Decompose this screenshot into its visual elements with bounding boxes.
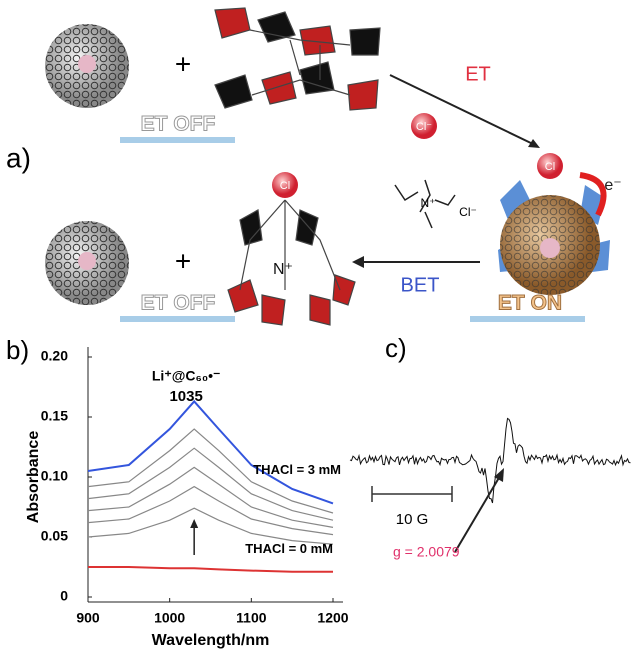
- fullerene: [45, 24, 129, 108]
- arrowhead: [352, 256, 364, 268]
- spectrum-line: [88, 448, 333, 520]
- plus: +: [175, 48, 191, 79]
- et-on-label: ET ON: [498, 292, 562, 315]
- ammonium-cl: Cl⁻: [459, 205, 477, 219]
- spectrum-line: [88, 567, 333, 572]
- chloride-label: Cl⁻: [416, 121, 432, 133]
- arrow: [390, 75, 535, 145]
- underline: [120, 316, 235, 322]
- plus: +: [175, 245, 191, 276]
- et-off-label: ET OFF: [141, 292, 216, 315]
- x-axis-title: Wavelength/nm: [152, 632, 270, 649]
- et-off-label: ET OFF: [141, 113, 216, 136]
- spectrum-line: [88, 508, 333, 544]
- n-plus: N⁺: [273, 261, 293, 278]
- arrowhead: [190, 519, 198, 528]
- host-molecule: [215, 8, 380, 110]
- spectrum-line: [88, 401, 333, 503]
- figure: + ET OFF ET Cl⁻ a) Cl e⁻ ET ON + Cl N⁺ E…: [0, 0, 631, 650]
- bet-label: BET: [401, 274, 440, 296]
- series-label: THACl = 3 mM: [253, 462, 341, 477]
- underline: [120, 137, 235, 143]
- series-label: THACl = 0 mM: [245, 541, 333, 556]
- y-axis-title: Absorbance: [25, 431, 42, 524]
- y-tick-label: 0.10: [41, 468, 68, 484]
- scale-label: 10 G: [396, 511, 429, 528]
- annotation: Li⁺@C₆₀•⁻: [152, 368, 221, 384]
- x-tick-label: 1200: [317, 610, 348, 626]
- annotation: 1035: [169, 388, 202, 405]
- y-tick-label: 0.15: [41, 408, 68, 424]
- x-tick-label: 1000: [154, 610, 185, 626]
- fullerene: [45, 221, 129, 305]
- panel-label: a): [6, 142, 31, 173]
- g-value: g = 2.0079: [393, 544, 460, 560]
- panel-label: b): [6, 335, 29, 365]
- panel-label: c): [385, 333, 407, 363]
- ammonium-n: N⁺: [421, 196, 436, 210]
- y-tick-label: 0.05: [41, 528, 68, 544]
- y-tick-label: 0.20: [41, 348, 68, 364]
- electron-label: e⁻: [604, 177, 621, 194]
- epr-spectrum: [350, 419, 631, 503]
- x-tick-label: 1100: [236, 610, 267, 626]
- complex: [498, 175, 610, 295]
- underline: [470, 316, 585, 322]
- cl-label: Cl: [545, 161, 555, 173]
- x-tick-label: 900: [76, 610, 100, 626]
- arrow: [455, 476, 500, 552]
- cl-label: Cl: [280, 180, 290, 192]
- y-tick-label: 0: [60, 588, 68, 604]
- et-label: ET: [465, 63, 491, 85]
- page: + ET OFF ET Cl⁻ a) Cl e⁻ ET ON + Cl N⁺ E…: [0, 0, 631, 655]
